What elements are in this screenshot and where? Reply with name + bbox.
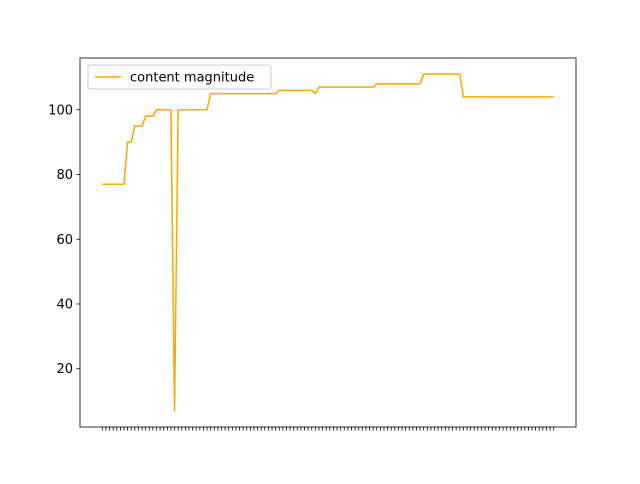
legend: content magnitude bbox=[87, 64, 272, 90]
y-tick-label: 100 bbox=[48, 103, 73, 118]
y-tick-label: 60 bbox=[56, 233, 73, 248]
y-tick-label: 20 bbox=[56, 362, 73, 377]
series-line-content-magnitude bbox=[102, 73, 554, 412]
y-tick-label: 80 bbox=[56, 168, 73, 183]
plot-area: 20 40 60 80 100 bbox=[48, 73, 555, 431]
y-tick-label: 40 bbox=[56, 298, 73, 313]
legend-box bbox=[87, 64, 272, 90]
legend-label: content magnitude bbox=[130, 71, 254, 86]
axes-frame bbox=[79, 57, 577, 428]
